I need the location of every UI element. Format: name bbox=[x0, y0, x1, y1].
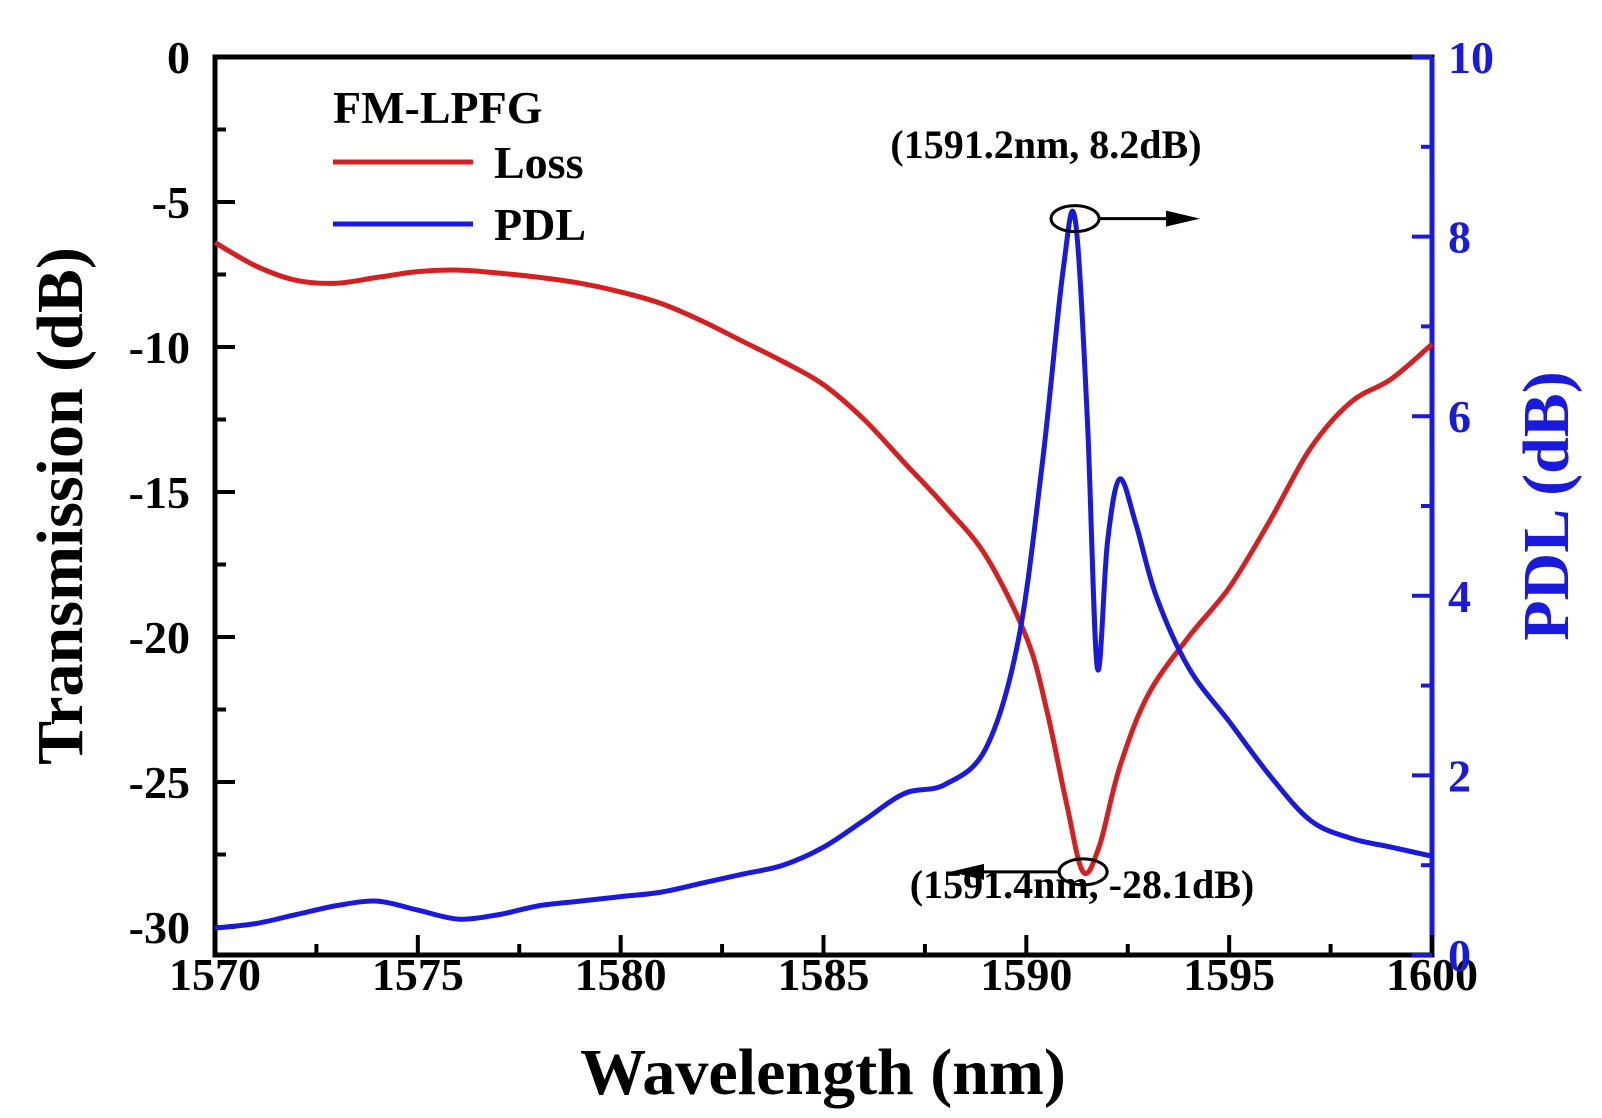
annotation-arrowhead bbox=[950, 863, 984, 880]
x-tick-label: 1580 bbox=[575, 949, 667, 1000]
plot-area: 1570 1575 1580 1585 1590 1595 1600 0 -5 -10 -15 -2… bbox=[129, 32, 1494, 1000]
legend-title: FM-LPFG bbox=[333, 82, 543, 133]
left-axis-ticks: 0 -5 -10 -15 -20 -25 -30 bbox=[129, 32, 235, 953]
x-axis-title: Wavelength (nm) bbox=[580, 1036, 1066, 1109]
x-tick-label: 1590 bbox=[980, 949, 1072, 1000]
legend-label-loss: Loss bbox=[494, 137, 583, 188]
x-tick-label: 1600 bbox=[1386, 949, 1478, 1000]
right-tick-label: 0 bbox=[1448, 930, 1471, 981]
right-tick-label: 6 bbox=[1448, 391, 1471, 442]
annotation-layer: (1591.2nm, 8.2dB) (1591.4nm, -28.1dB) bbox=[890, 122, 1254, 907]
series-line-loss bbox=[213, 240, 1434, 876]
x-axis-ticks: 1570 1575 1580 1585 1590 1595 1600 bbox=[169, 935, 1478, 1000]
annotation-text-dip: (1591.4nm, -28.1dB) bbox=[910, 862, 1254, 907]
series-layer bbox=[213, 208, 1434, 931]
legend: FM-LPFG Loss PDL bbox=[333, 82, 586, 250]
left-tick-label: -5 bbox=[152, 177, 190, 228]
x-tick-label: 1570 bbox=[169, 949, 261, 1000]
left-tick-label: -10 bbox=[129, 322, 190, 373]
right-tick-label: 8 bbox=[1448, 212, 1471, 263]
legend-label-pdl: PDL bbox=[494, 199, 586, 250]
left-tick-label: -15 bbox=[129, 467, 190, 518]
plot-frame bbox=[212, 54, 1435, 958]
right-axis-title: PDL (dB) bbox=[1510, 371, 1583, 641]
annotation-text-peak: (1591.2nm, 8.2dB) bbox=[890, 122, 1201, 167]
right-axis-ticks: 0 2 4 6 8 10 bbox=[1412, 32, 1494, 981]
right-tick-label: 2 bbox=[1448, 750, 1471, 801]
x-tick-label: 1585 bbox=[778, 949, 870, 1000]
left-axis-title: Transmission (dB) bbox=[24, 247, 97, 765]
left-tick-label: 0 bbox=[167, 32, 190, 83]
right-tick-label: 4 bbox=[1448, 571, 1471, 622]
left-tick-label: -30 bbox=[129, 902, 190, 953]
x-tick-label: 1595 bbox=[1183, 949, 1275, 1000]
left-tick-label: -25 bbox=[129, 757, 190, 808]
annotation-arrowhead bbox=[1166, 210, 1200, 227]
left-tick-label: -20 bbox=[129, 612, 190, 663]
series-line-pdl bbox=[214, 208, 1433, 931]
right-tick-label: 10 bbox=[1448, 32, 1494, 83]
x-tick-label: 1575 bbox=[372, 949, 464, 1000]
